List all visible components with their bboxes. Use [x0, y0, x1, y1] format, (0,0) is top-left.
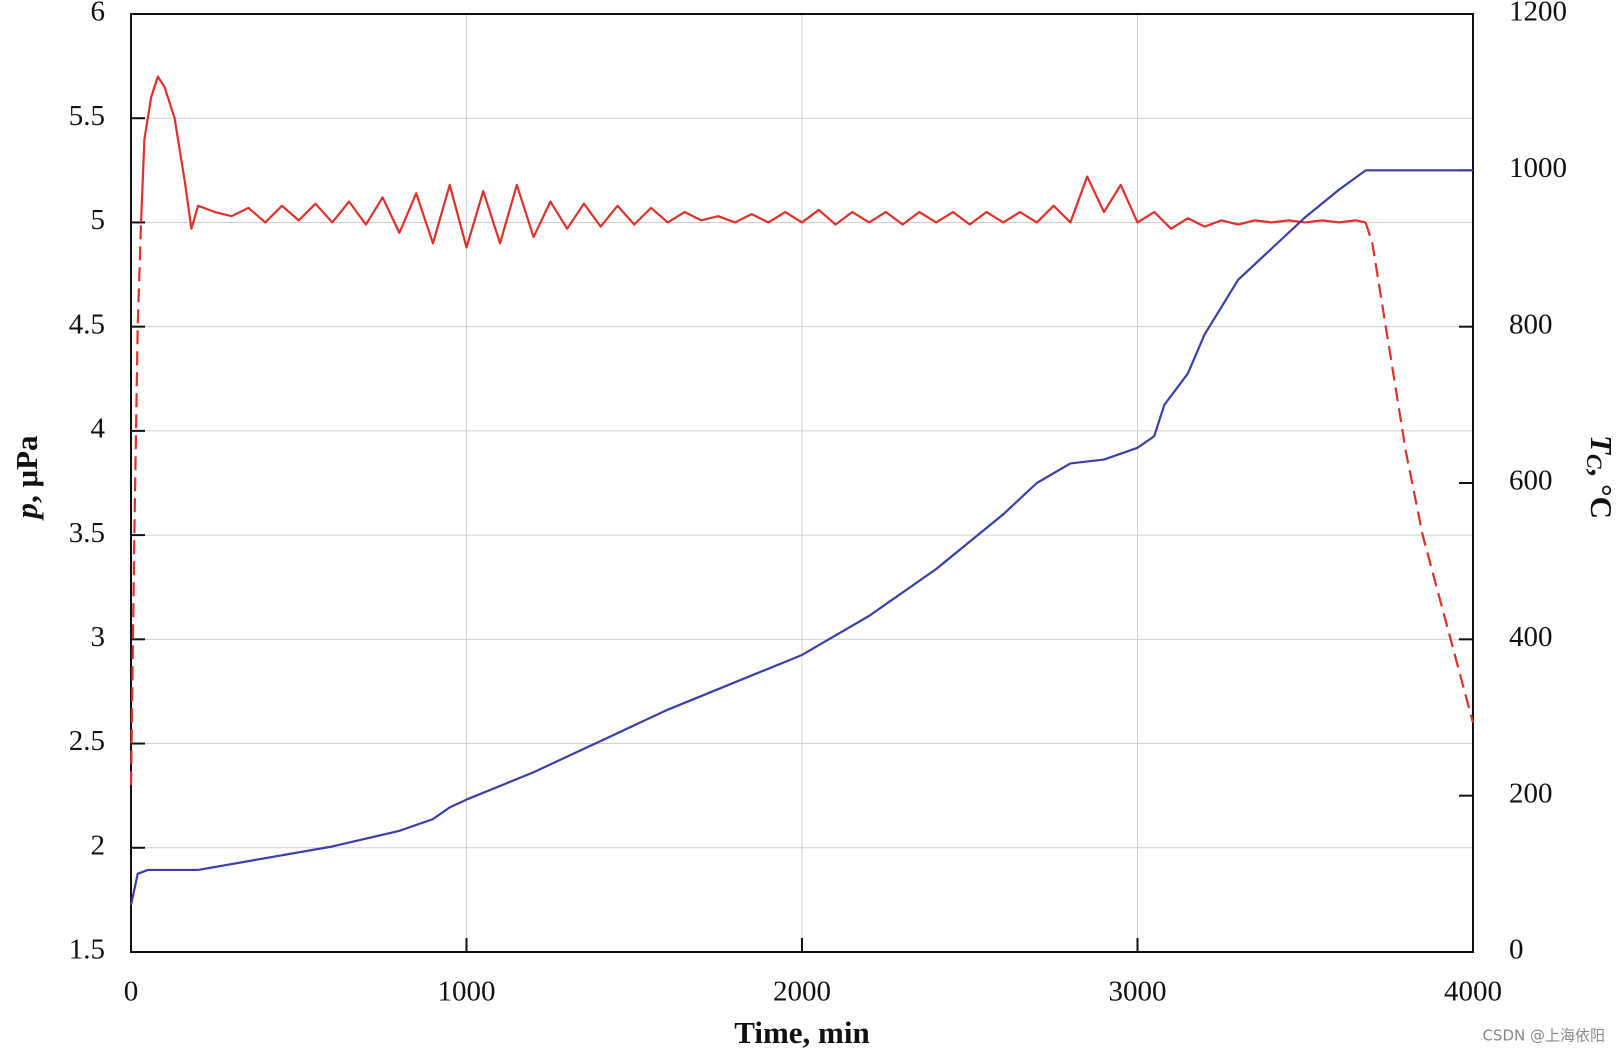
x-tick-label: 2000 — [773, 976, 831, 1008]
x-tick-label: 3000 — [1109, 976, 1167, 1008]
x-tick-label: 0 — [124, 976, 139, 1008]
y-tick-label: 6 — [91, 0, 106, 28]
y-tick-label: 5 — [91, 204, 106, 236]
y-tick-label: 2.5 — [69, 725, 105, 757]
x-tick-label: 4000 — [1444, 976, 1502, 1008]
y-tick-label: 5.5 — [69, 100, 105, 132]
y-tick-label: 3.5 — [69, 517, 105, 549]
line-series — [139, 75, 1366, 249]
y-axis-title-part: , μPa — [9, 435, 44, 503]
y2-axis-title: TC, °C — [1582, 435, 1619, 519]
y2-tick-label: 800 — [1509, 308, 1553, 340]
x-axis-title: Time, min — [734, 1015, 870, 1050]
line-series — [129, 222, 143, 786]
y2-tick-label: 200 — [1509, 777, 1553, 809]
y-tick-label: 1.5 — [69, 934, 105, 966]
y-tick-label: 3 — [91, 621, 106, 653]
y2-axis-title-part: C — [1582, 454, 1607, 469]
y-axis-title-part: p — [9, 503, 44, 522]
line-series — [129, 169, 1473, 906]
y2-tick-label: 1200 — [1509, 0, 1567, 28]
watermark: CSDN @上海依阳 — [1482, 1027, 1605, 1045]
y2-tick-label: 600 — [1509, 465, 1553, 497]
x-tick-label: 1000 — [438, 976, 496, 1008]
plot-frame — [130, 13, 1474, 953]
y-tick-label: 2 — [91, 829, 106, 861]
y-tick-label: 4 — [91, 413, 106, 445]
y2-tick-label: 0 — [1509, 934, 1524, 966]
y2-axis-title-part: , °C — [1584, 469, 1619, 519]
y2-tick-label: 1000 — [1509, 152, 1567, 184]
y-axis-title: p, μPa — [9, 435, 44, 522]
y-tick-label: 4.5 — [69, 308, 105, 340]
line-series — [1364, 222, 1475, 723]
y2-axis-title-part: T — [1584, 435, 1619, 455]
y2-tick-label: 400 — [1509, 621, 1553, 653]
